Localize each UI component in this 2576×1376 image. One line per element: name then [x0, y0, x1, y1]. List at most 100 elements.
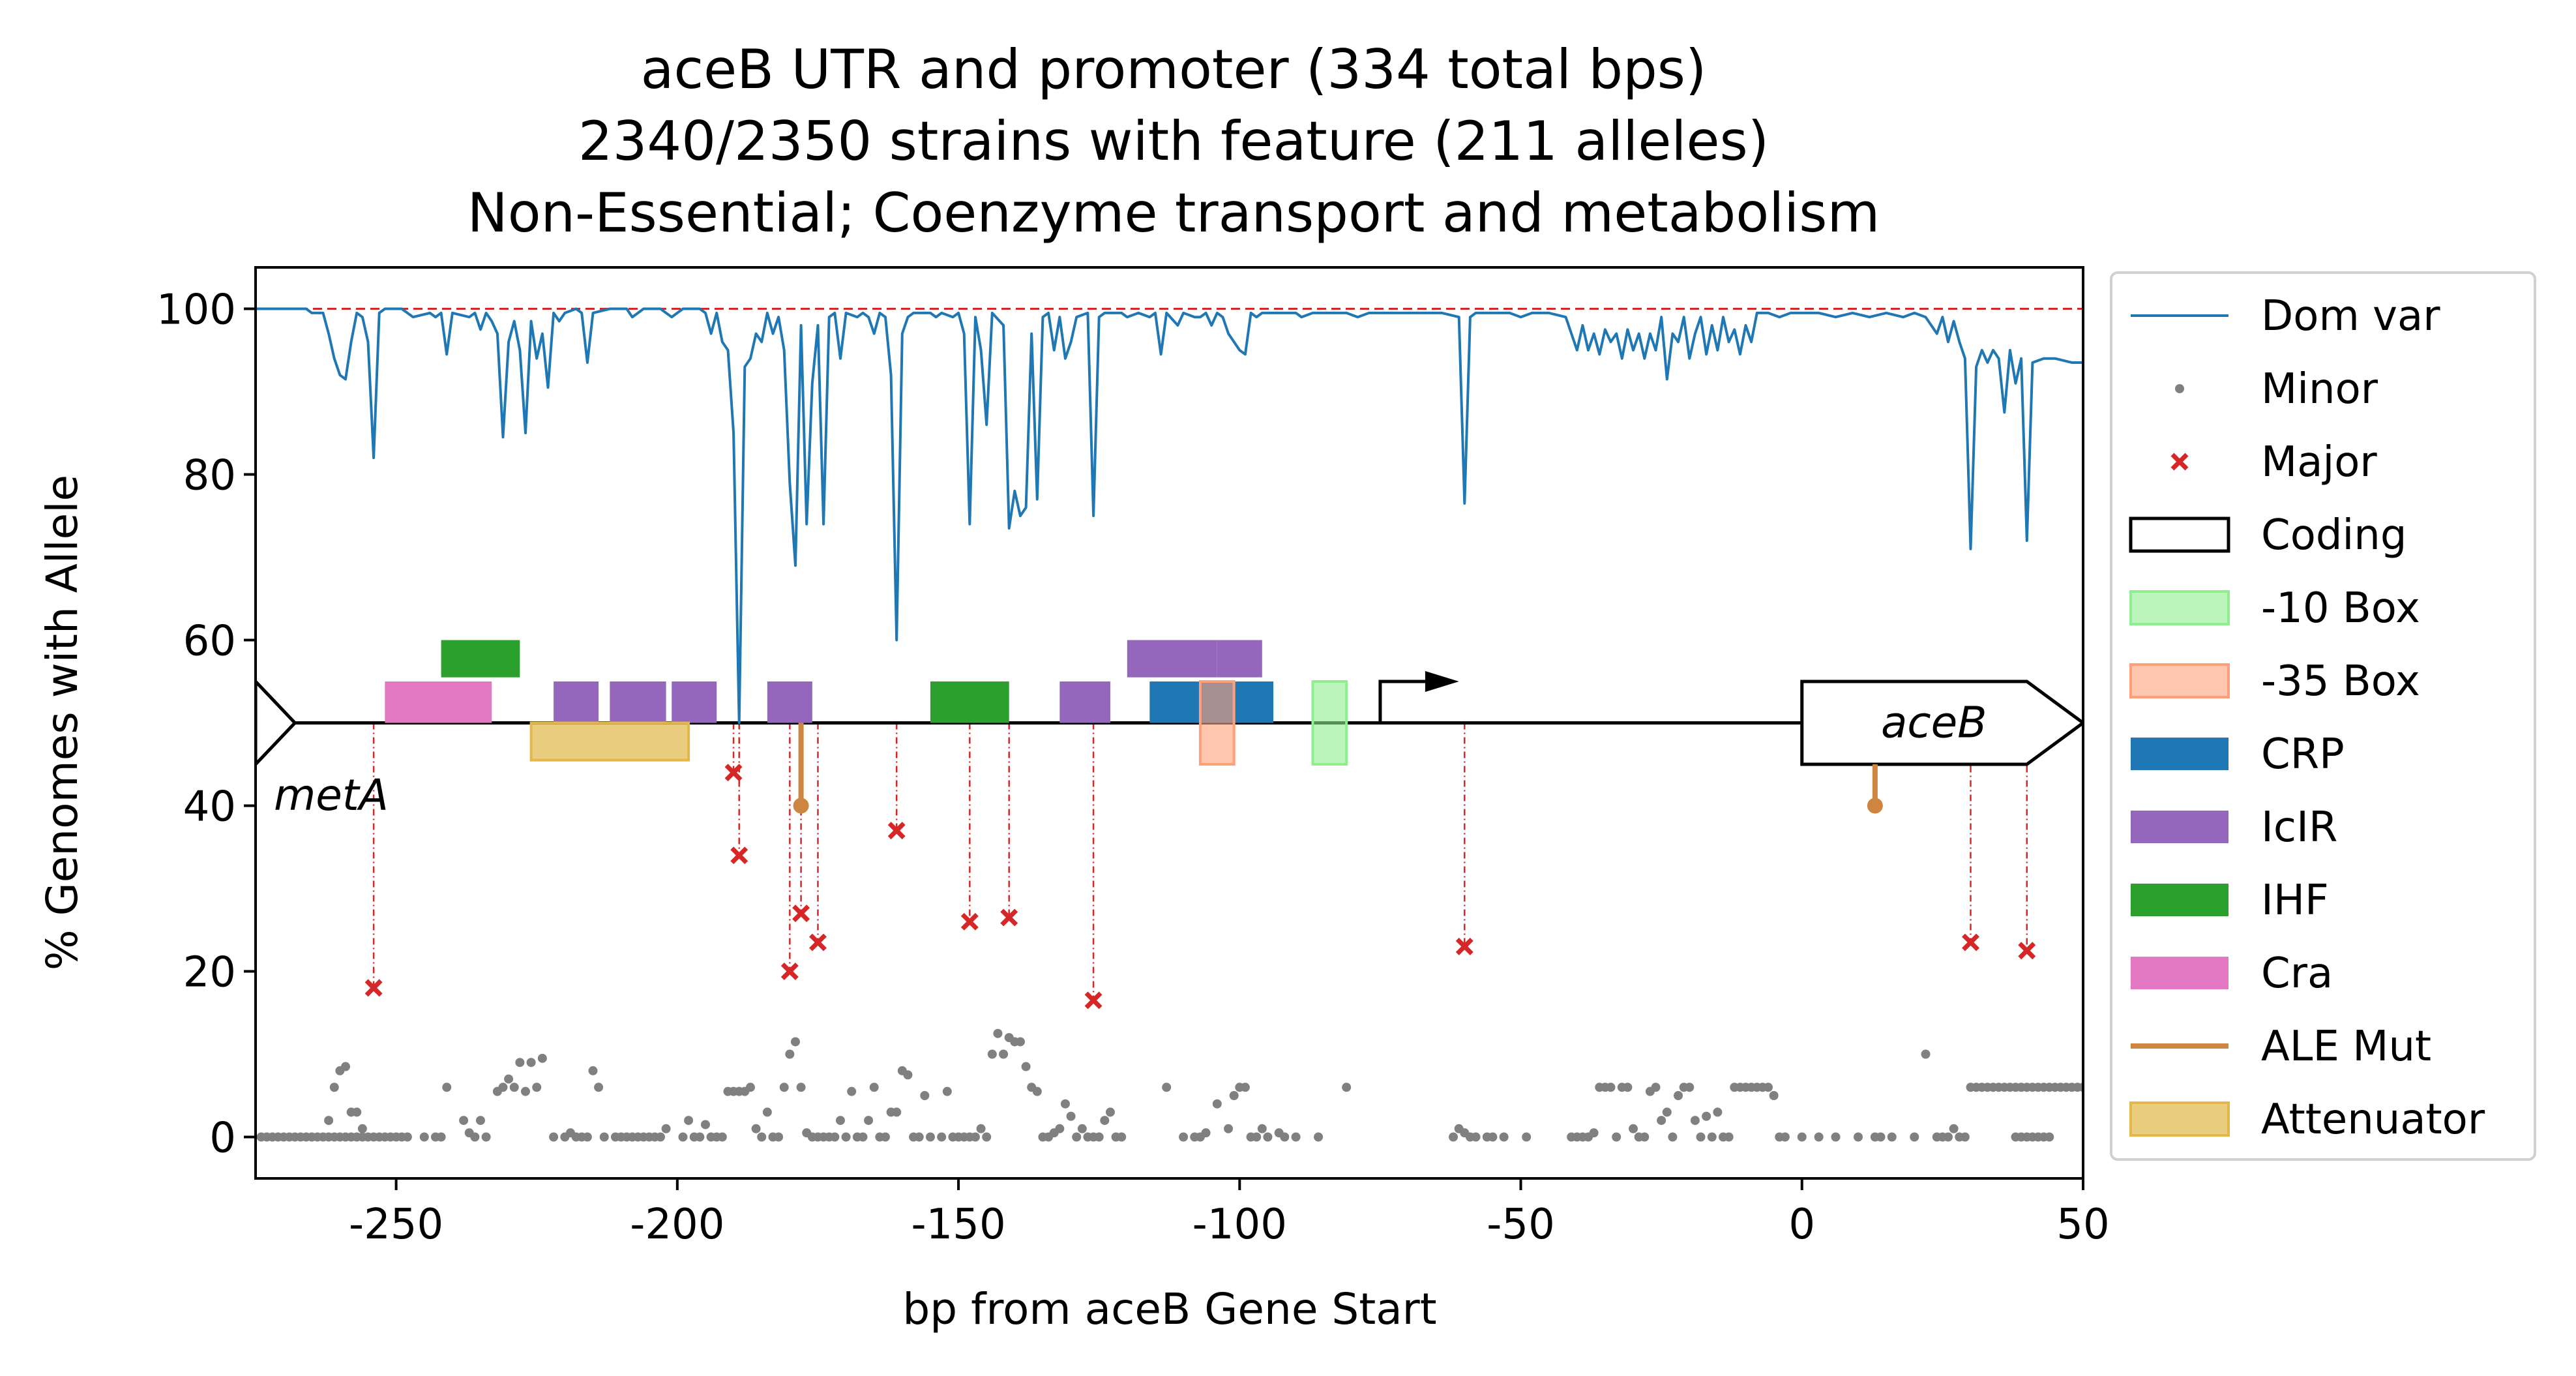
- minor-variant-point-34: [419, 1132, 429, 1142]
- feature-icir-8: [1127, 640, 1217, 678]
- minor-variant-point-127: [999, 1049, 1009, 1059]
- feature-35box-12: [1198, 680, 1236, 766]
- minor-variant-point-32: [352, 1107, 362, 1117]
- minor-variant-point-111: [903, 1070, 913, 1080]
- major-variant-point-8: [1000, 908, 1018, 927]
- legend-label-cra: Cra: [2261, 950, 2333, 998]
- minor-variant-point-165: [1291, 1132, 1301, 1142]
- minor-variant-point-104: [864, 1116, 874, 1126]
- minor-variant-point-161: [1257, 1124, 1267, 1133]
- legend-label-domvar: Dom var: [2261, 292, 2440, 340]
- minor-variant-point-230: [1960, 1132, 1970, 1142]
- y-tick-label-1: 20: [183, 949, 236, 997]
- legend-handle-10box: [2129, 590, 2230, 625]
- minor-variant-point-122: [970, 1132, 980, 1142]
- minor-variant-point-49: [526, 1058, 536, 1068]
- minor-variant-point-148: [1117, 1132, 1127, 1142]
- legend-handle-minor: [2175, 384, 2184, 393]
- major-variant-point-6: [887, 822, 906, 840]
- minor-variant-point-139: [1066, 1111, 1076, 1121]
- minor-variant-point-193: [1657, 1116, 1666, 1126]
- major-variant-point-9: [1084, 991, 1103, 1010]
- legend-handle-crp: [2131, 738, 2228, 770]
- ale-mutation-marker-1: [1867, 798, 1883, 814]
- minor-variant-point-83: [745, 1083, 755, 1092]
- minor-variant-point-89: [779, 1083, 789, 1092]
- minor-variant-point-223: [1910, 1132, 1919, 1142]
- minor-variant-point-172: [1471, 1132, 1481, 1142]
- minor-variant-point-88: [774, 1132, 784, 1142]
- y-axis-ticks: 0 20 40 60 80 100: [156, 286, 256, 1163]
- major-variant-point-5: [808, 933, 827, 951]
- axes-frame: [254, 266, 2084, 1180]
- minor-variant-point-59: [594, 1083, 604, 1092]
- minor-variant-point-47: [515, 1058, 525, 1068]
- minor-variant-point-46: [509, 1083, 519, 1092]
- minor-variant-point-190: [1640, 1132, 1650, 1142]
- y-axis-label: % Genomes with Allele: [37, 475, 87, 970]
- minor-variant-point-160: [1252, 1132, 1262, 1142]
- x-tick-label-1: -200: [630, 1201, 724, 1249]
- minor-variant-point-145: [1100, 1116, 1110, 1126]
- legend-handle-major: [2170, 453, 2189, 471]
- feature-attenuator-14: [529, 721, 690, 762]
- minor-variant-point-72: [684, 1116, 694, 1126]
- minor-variant-point-58: [588, 1066, 598, 1075]
- feature-ihf-1: [441, 640, 520, 678]
- gene-meta-arrow: [256, 679, 297, 767]
- minor-variant-point-30: [340, 1062, 350, 1071]
- minor-variant-point-194: [1662, 1107, 1672, 1117]
- legend-label-alemut: ALE Mut: [2261, 1023, 2431, 1071]
- minor-variant-point-150: [1179, 1132, 1189, 1142]
- legend-frame: [2110, 271, 2536, 1161]
- feature-ihf-6: [930, 681, 1009, 723]
- minor-variant-point-52: [549, 1132, 559, 1142]
- major-variant-point-4: [792, 905, 810, 923]
- minor-variant-point-75: [700, 1120, 710, 1129]
- major-variant-point-0: [364, 979, 383, 997]
- minor-variant-point-57: [582, 1132, 592, 1142]
- major-variant-point-7: [960, 912, 979, 931]
- minor-variant-point-222: [1887, 1132, 1897, 1142]
- x-axis-ticks: -250 -200 -150 -100 -50 0 50: [349, 1178, 2110, 1249]
- minor-variant-point-215: [1780, 1132, 1790, 1142]
- minor-variant-point-42: [481, 1132, 491, 1142]
- minor-variant-point-185: [1612, 1132, 1621, 1142]
- minor-variant-point-105: [869, 1083, 879, 1092]
- minor-variant-point-98: [830, 1132, 840, 1142]
- minor-variant-point-91: [790, 1037, 800, 1047]
- legend-handle-35box: [2129, 663, 2230, 698]
- minor-variant-point-164: [1280, 1132, 1290, 1142]
- y-tick-label-5: 100: [156, 286, 236, 335]
- feature-icir-4: [672, 681, 717, 723]
- minor-variant-point-60: [599, 1132, 609, 1142]
- minor-variant-point-196: [1674, 1091, 1683, 1100]
- minor-variant-point-168: [1449, 1132, 1458, 1142]
- minor-variant-point-198: [1685, 1083, 1695, 1092]
- legend-label-35box: -35 Box: [2261, 657, 2420, 706]
- minor-variant-point-228: [1949, 1124, 1959, 1133]
- minor-variant-point-258: [2045, 1132, 2054, 1142]
- legend-handle-cra: [2131, 957, 2228, 989]
- minor-variant-point-123: [976, 1124, 986, 1133]
- major-variant-point-12: [2018, 942, 2036, 960]
- feature-icir-2: [554, 681, 599, 723]
- minor-variant-point-167: [1342, 1083, 1352, 1092]
- minor-variant-point-70: [661, 1124, 671, 1133]
- minor-variant-point-101: [847, 1086, 857, 1096]
- legend-label-minor: Minor: [2261, 365, 2378, 413]
- minor-variant-point-175: [1499, 1132, 1509, 1142]
- x-tick-label-3: -100: [1192, 1201, 1287, 1249]
- minor-variant-point-100: [841, 1132, 851, 1142]
- minor-variant-point-40: [470, 1132, 480, 1142]
- minor-variant-point-199: [1690, 1116, 1700, 1126]
- gene-aceb-arrow: [1800, 680, 2083, 766]
- minor-variant-point-44: [498, 1083, 508, 1092]
- minor-variant-point-140: [1072, 1132, 1082, 1142]
- chart-title: aceB UTR and promoter (334 total bps) 23…: [467, 38, 1880, 245]
- minor-variant-point-51: [537, 1053, 547, 1063]
- legend-label-crp: CRP: [2261, 730, 2345, 779]
- minor-variant-point-205: [1724, 1132, 1734, 1142]
- minor-variant-point-187: [1623, 1083, 1633, 1092]
- minor-variant-point-213: [1769, 1091, 1779, 1100]
